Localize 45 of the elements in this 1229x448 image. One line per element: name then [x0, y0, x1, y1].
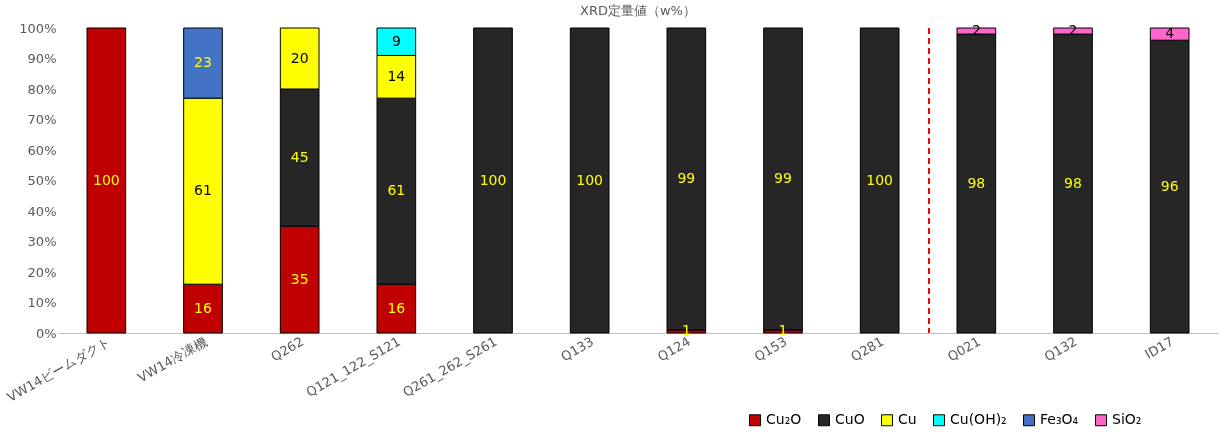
data-label: 45 — [290, 148, 309, 165]
data-label: 61 — [387, 182, 406, 199]
data-label: 14 — [387, 67, 406, 84]
legend-label: Fe₃O₄ — [1040, 411, 1079, 428]
data-label: 99 — [774, 169, 792, 186]
data-label: 23 — [194, 54, 212, 71]
y-tick-label: 60% — [27, 142, 57, 158]
data-label: 96 — [1160, 177, 1179, 194]
y-tick-label: 70% — [27, 112, 57, 127]
data-label: 98 — [967, 174, 986, 191]
data-label: 61 — [194, 182, 212, 199]
data-label: 9 — [391, 32, 401, 49]
data-label: 16 — [387, 299, 406, 316]
data-label: 99 — [677, 169, 696, 186]
y-tick-label: 50% — [27, 173, 57, 188]
bar — [569, 27, 610, 334]
y-tick-label: 80% — [27, 81, 57, 97]
data-label: 4 — [1165, 25, 1175, 42]
y-tick-label: 0% — [35, 325, 57, 341]
y-tick-label: 40% — [27, 203, 57, 219]
data-label: 100 — [576, 171, 604, 188]
legend-label: Cu — [898, 411, 917, 428]
y-tick-label: 90% — [27, 51, 57, 66]
data-label: 100 — [92, 171, 120, 188]
y-tick-label: 10% — [27, 295, 57, 310]
legend-label: CuO — [835, 411, 865, 428]
data-label: 100 — [479, 171, 507, 188]
bar — [859, 27, 900, 334]
data-label: 98 — [1064, 174, 1082, 191]
data-label: 100 — [866, 171, 894, 188]
legend-label: SiO₂ — [1112, 411, 1142, 428]
data-label: 16 — [194, 299, 212, 316]
x-tick-label: Q281 — [848, 333, 887, 365]
y-tick-label: 30% — [27, 234, 57, 249]
bar — [86, 27, 127, 334]
legend-label: Cu(OH)₂ — [950, 411, 1007, 428]
bar — [473, 27, 513, 334]
y-tick-label: 20% — [27, 264, 57, 280]
chart-title: XRD定量値（w%） — [580, 3, 696, 18]
data-label: 2 — [971, 22, 981, 39]
data-label: 2 — [1068, 22, 1078, 39]
data-label: 20 — [290, 49, 309, 66]
data-label: 35 — [290, 270, 309, 287]
legend-label: Cu₂O — [766, 411, 802, 428]
y-tick-label: 100% — [19, 20, 57, 36]
